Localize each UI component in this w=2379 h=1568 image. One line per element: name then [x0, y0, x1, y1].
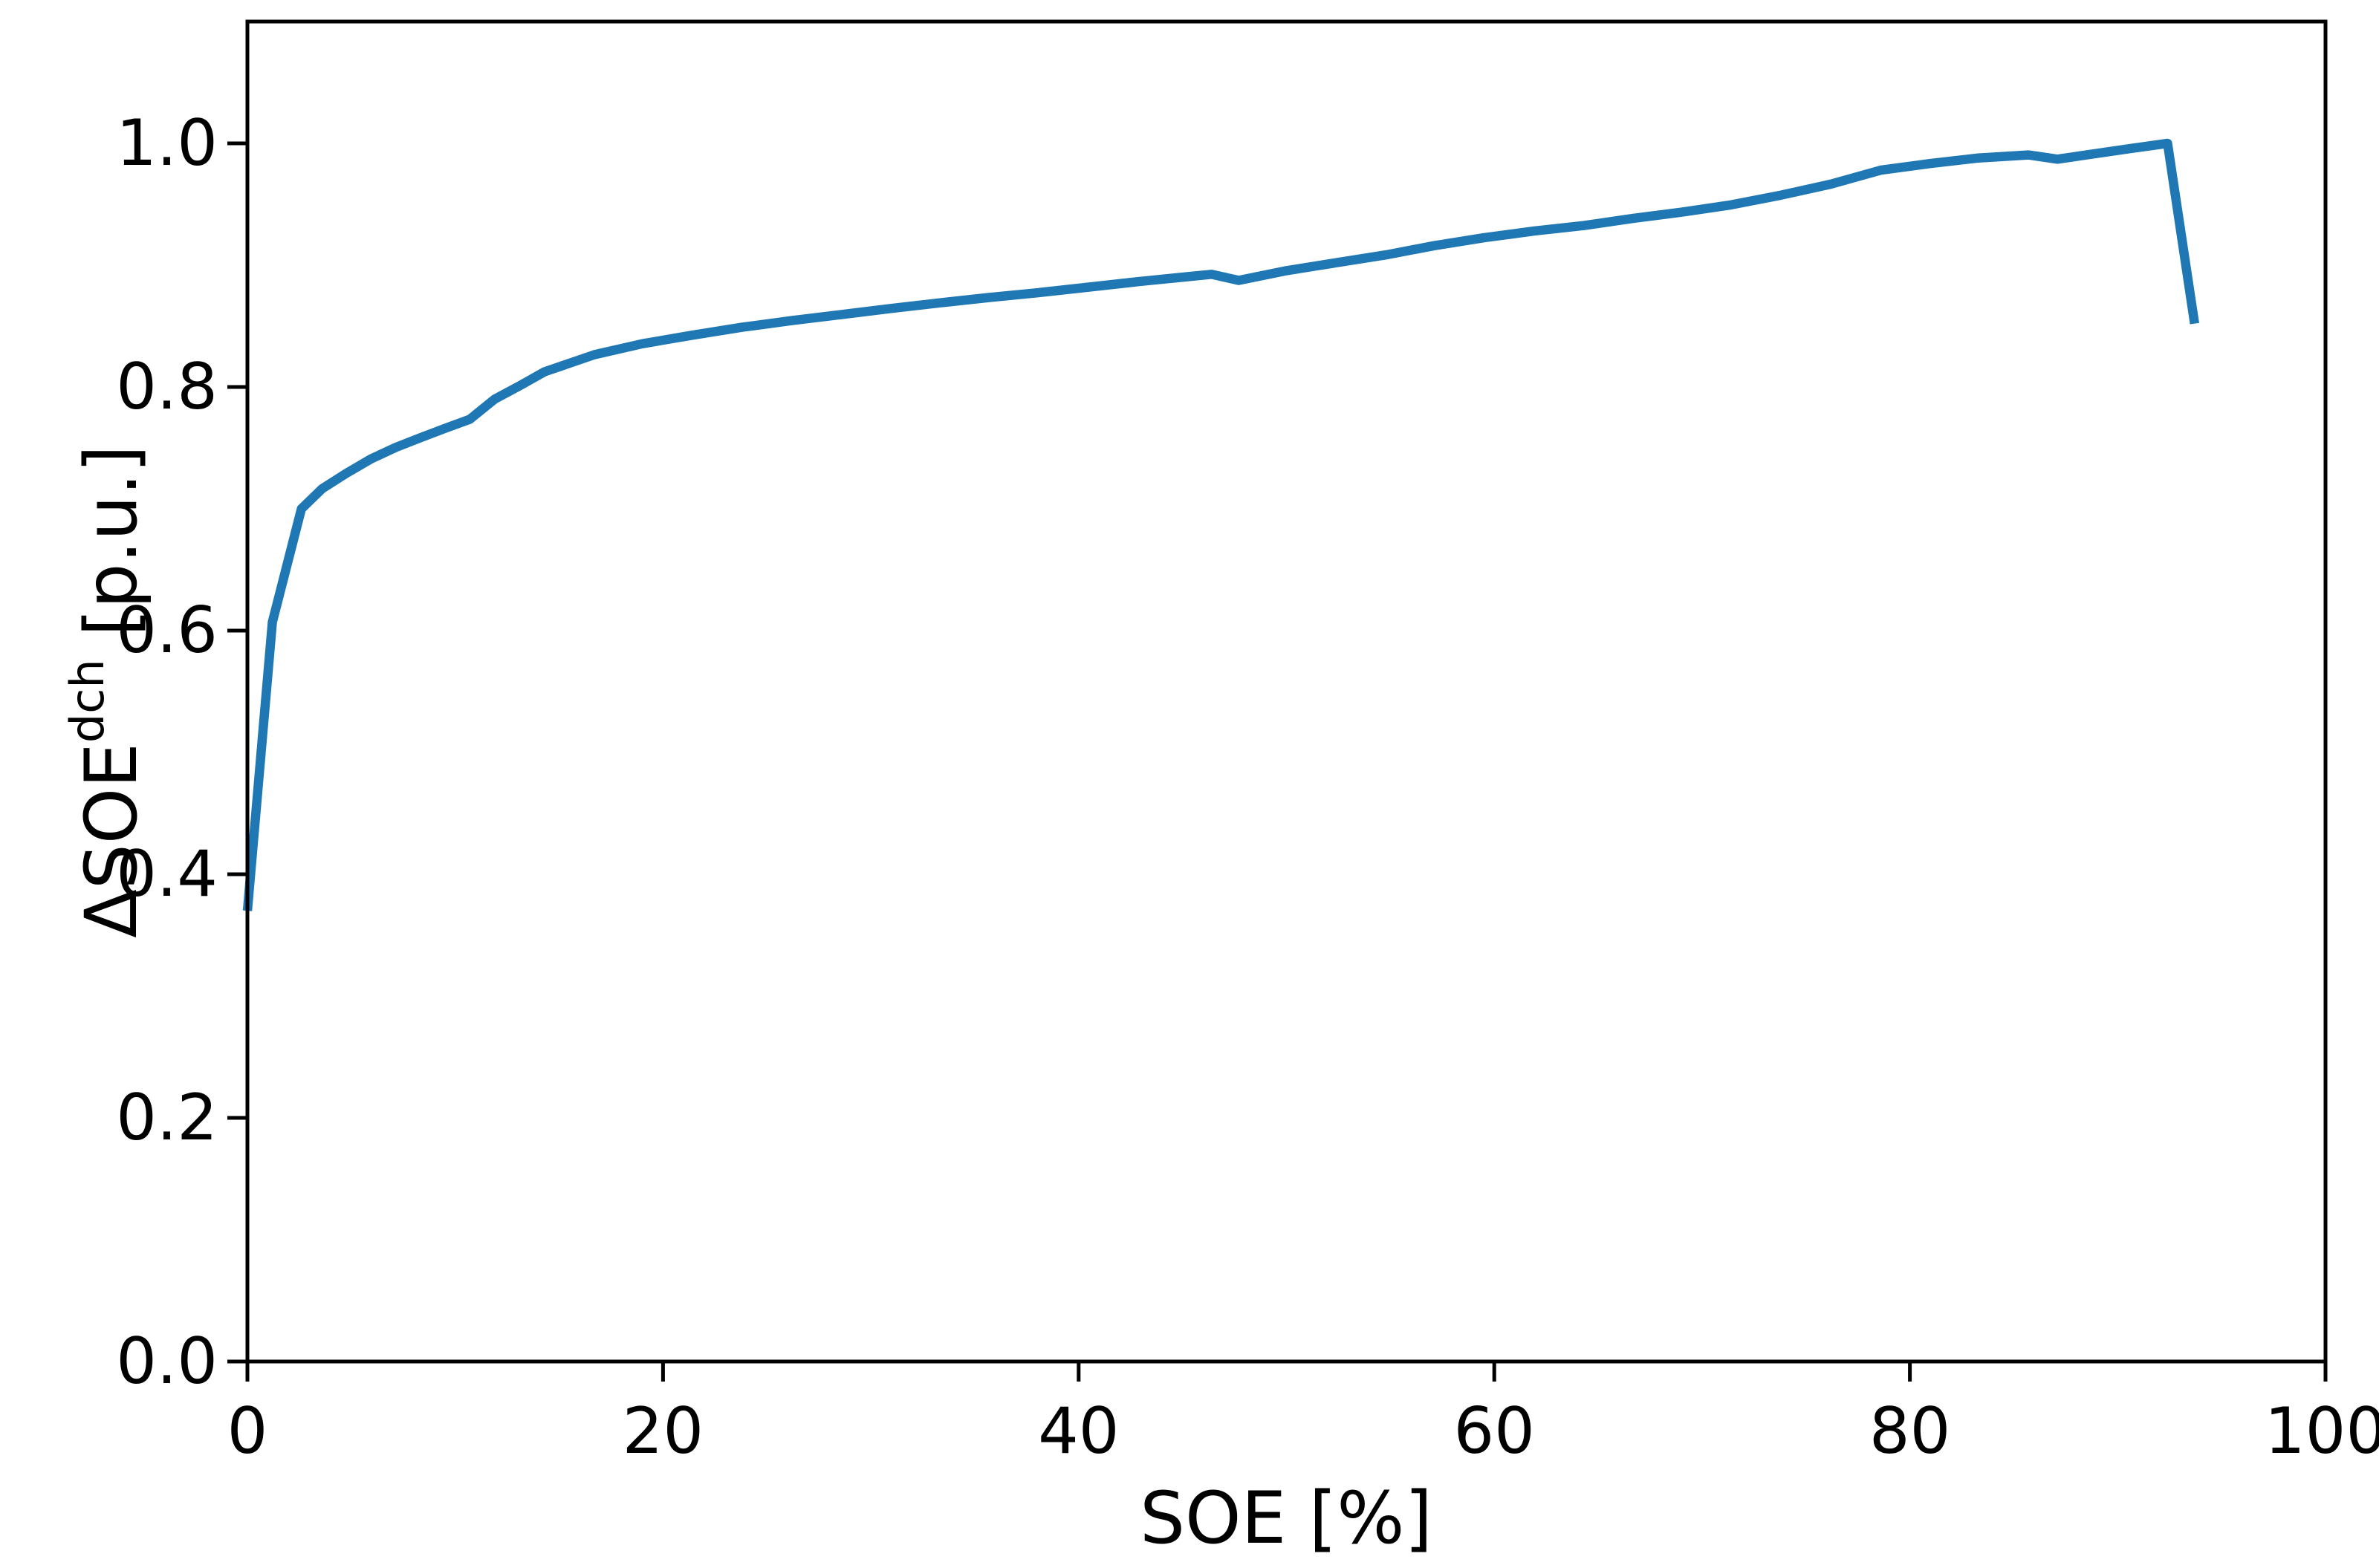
y-axis-label-unit: [p.u.]: [70, 445, 153, 660]
y-tick-label: 1.0: [116, 106, 218, 180]
x-tick-label: 40: [1038, 1394, 1120, 1468]
x-axis-label: SOE [%]: [1140, 1477, 1432, 1560]
axes-spines: [245, 19, 2328, 1364]
x-tick-label: 0: [227, 1394, 268, 1468]
y-axis-label-prefix: ΔSOE: [70, 743, 153, 938]
y-tick-label: 0.2: [116, 1081, 218, 1155]
y-axis-label-superscript: dch: [60, 659, 114, 744]
y-tick-label: 0.8: [116, 350, 218, 424]
x-tick-label: 20: [622, 1394, 704, 1468]
axis-ticks: [227, 141, 2328, 1382]
y-tick-label: 0.0: [116, 1324, 218, 1399]
x-tick-label: 100: [2264, 1394, 2379, 1468]
x-tick-label: 80: [1869, 1394, 1951, 1468]
x-tick-label: 60: [1453, 1394, 1535, 1468]
y-tick-label: 0.6: [116, 593, 218, 668]
y-tick-label: 0.4: [116, 837, 218, 911]
y-axis-label: ΔSOEdch [p.u.]: [60, 445, 153, 938]
discharge-delta-soe-curve: [242, 138, 2199, 911]
